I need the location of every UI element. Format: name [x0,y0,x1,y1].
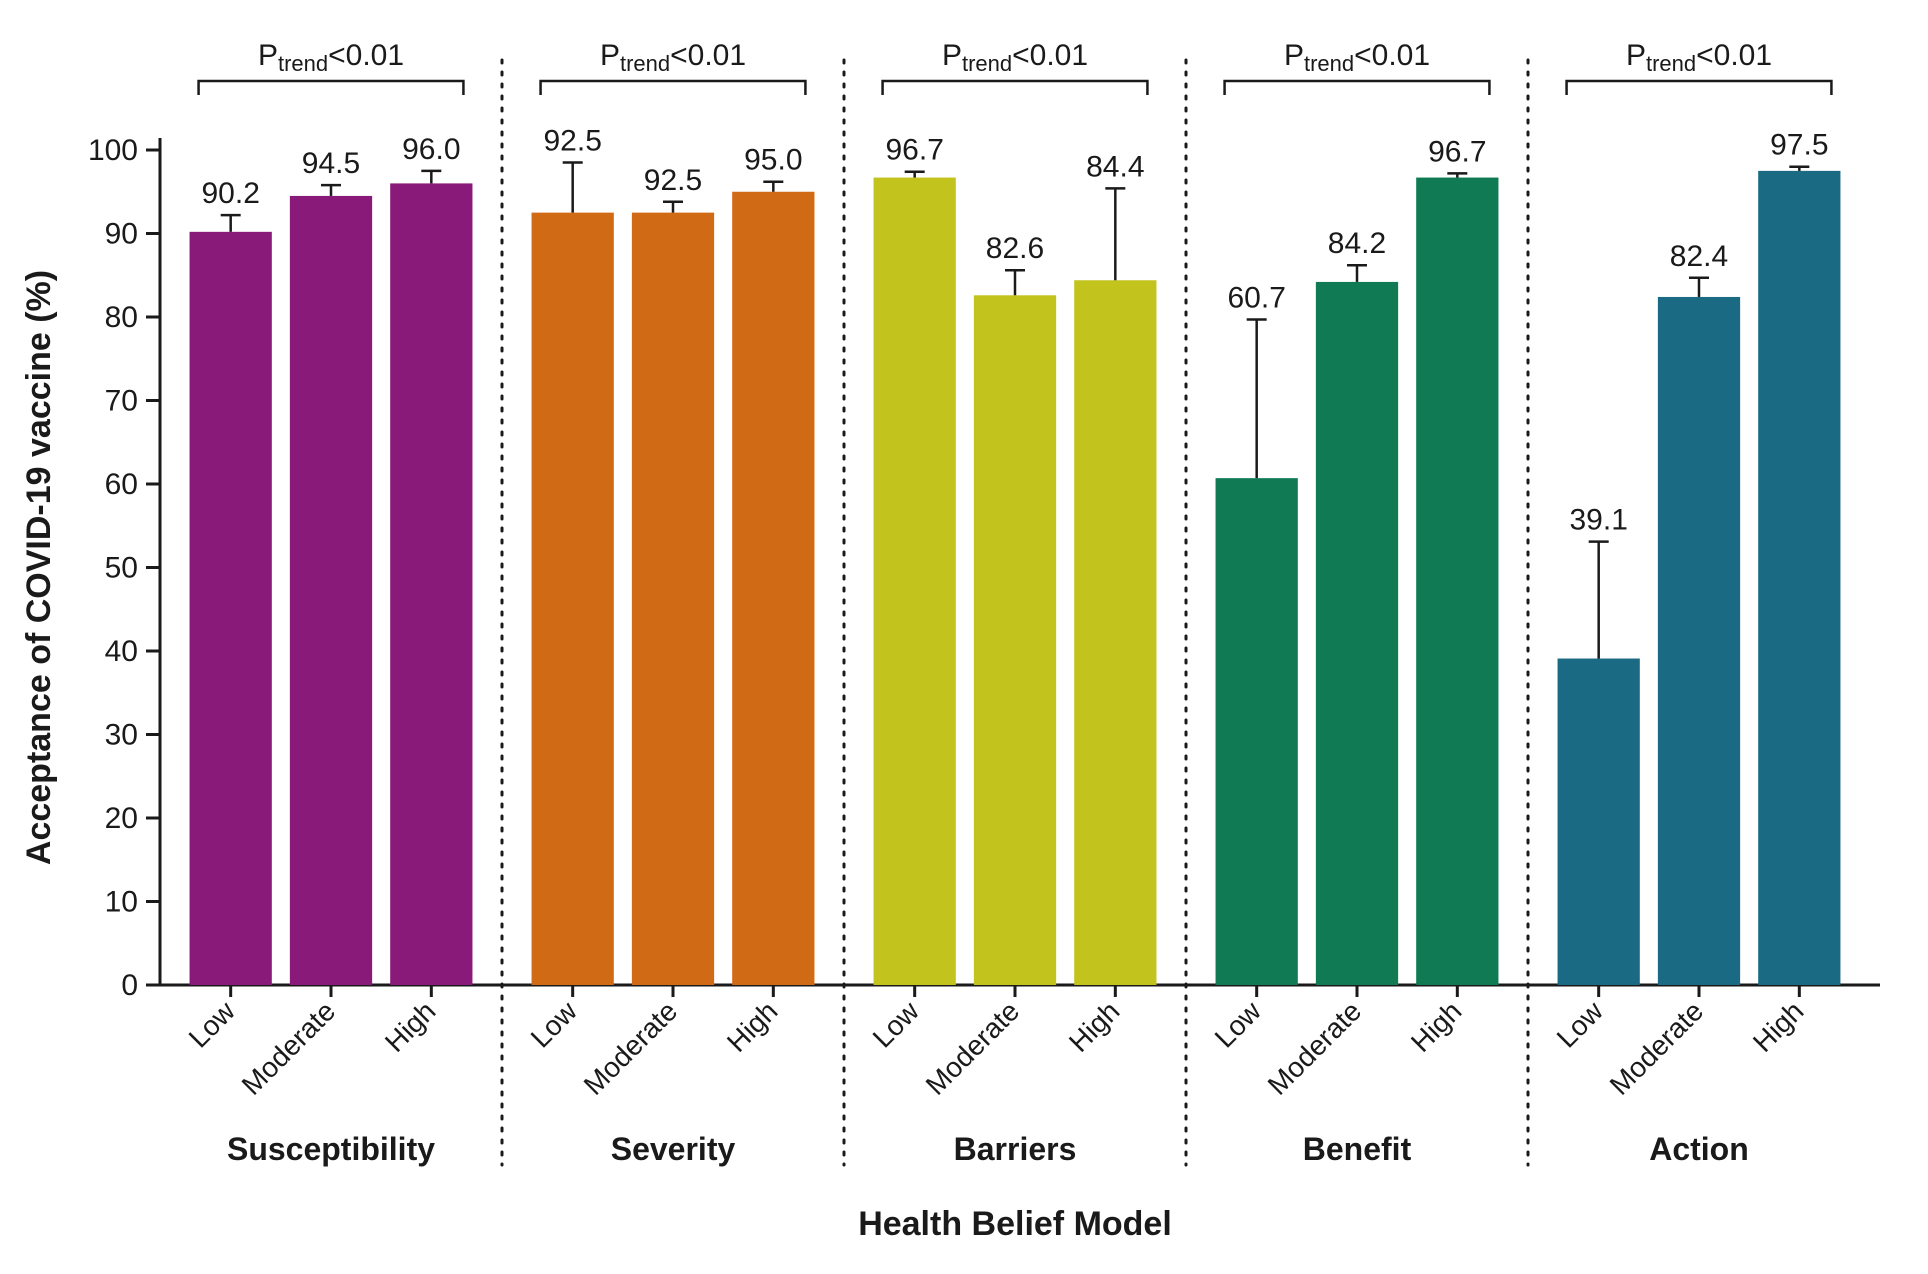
bar: 84.4 [1074,280,1156,985]
y-tick-label: 20 [105,802,138,835]
bar: 90.2 [190,232,272,985]
bar-value-label: 92.5 [644,164,702,197]
bar: 96.7 [1416,178,1498,985]
y-tick-label: 10 [105,886,138,919]
bar: 94.5 [290,196,372,985]
bar-value-label: 96.7 [1428,135,1486,168]
group-label: Susceptibility [227,1131,435,1167]
bar: 39.1 [1558,659,1640,985]
y-tick-label: 100 [88,134,138,167]
bar: 92.5 [532,213,614,985]
bar-value-label: 97.5 [1770,129,1828,162]
x-axis-label: Health Belief Model [858,1205,1172,1243]
bar-value-label: 94.5 [302,147,360,180]
bar: 95 [732,192,814,985]
bar: 97.5 [1758,171,1840,985]
bar-value-label: 96.0 [402,133,460,166]
y-tick-label: 30 [105,719,138,752]
bar-value-label: 92.5 [543,125,601,158]
vaccine-acceptance-chart: 0 10 20 30 40 50 60 70 80 90 100 Acceptance of COVI… [0,0,1928,1274]
bar-value-label: 82.6 [986,232,1044,265]
bar: 96 [390,183,472,985]
bar-value-label: 84.2 [1328,227,1386,260]
y-tick-label: 90 [105,218,138,251]
y-tick-label: 80 [105,301,138,334]
group-label: Barriers [954,1131,1077,1167]
group-label: Benefit [1303,1131,1412,1167]
y-tick-label: 70 [105,385,138,418]
group-label: Severity [611,1131,736,1167]
y-tick-label: 60 [105,468,138,501]
y-axis-label: Acceptance of COVID-19 vaccine (%) [20,270,58,865]
bar-value-label: 96.7 [885,134,943,167]
y-tick-label: 0 [121,969,138,1002]
bar: 82.4 [1658,297,1740,985]
bar: 96.7 [874,178,956,985]
bar-value-label: 60.7 [1227,282,1285,315]
chart-svg: 0 10 20 30 40 50 60 70 80 90 100 Acceptance of COVI… [0,0,1928,1274]
bar: 60.7 [1216,478,1298,985]
bar-value-label: 95.0 [744,144,802,177]
bar-value-label: 82.4 [1670,240,1728,273]
y-tick-label: 40 [105,635,138,668]
bar-value-label: 90.2 [201,177,259,210]
bar: 84.2 [1316,282,1398,985]
group-label: Action [1649,1131,1749,1167]
bar: 92.5 [632,213,714,985]
y-tick-label: 50 [105,552,138,585]
bar: 82.6 [974,295,1056,985]
bar-value-label: 84.4 [1086,150,1144,183]
bar-value-label: 39.1 [1569,504,1627,537]
